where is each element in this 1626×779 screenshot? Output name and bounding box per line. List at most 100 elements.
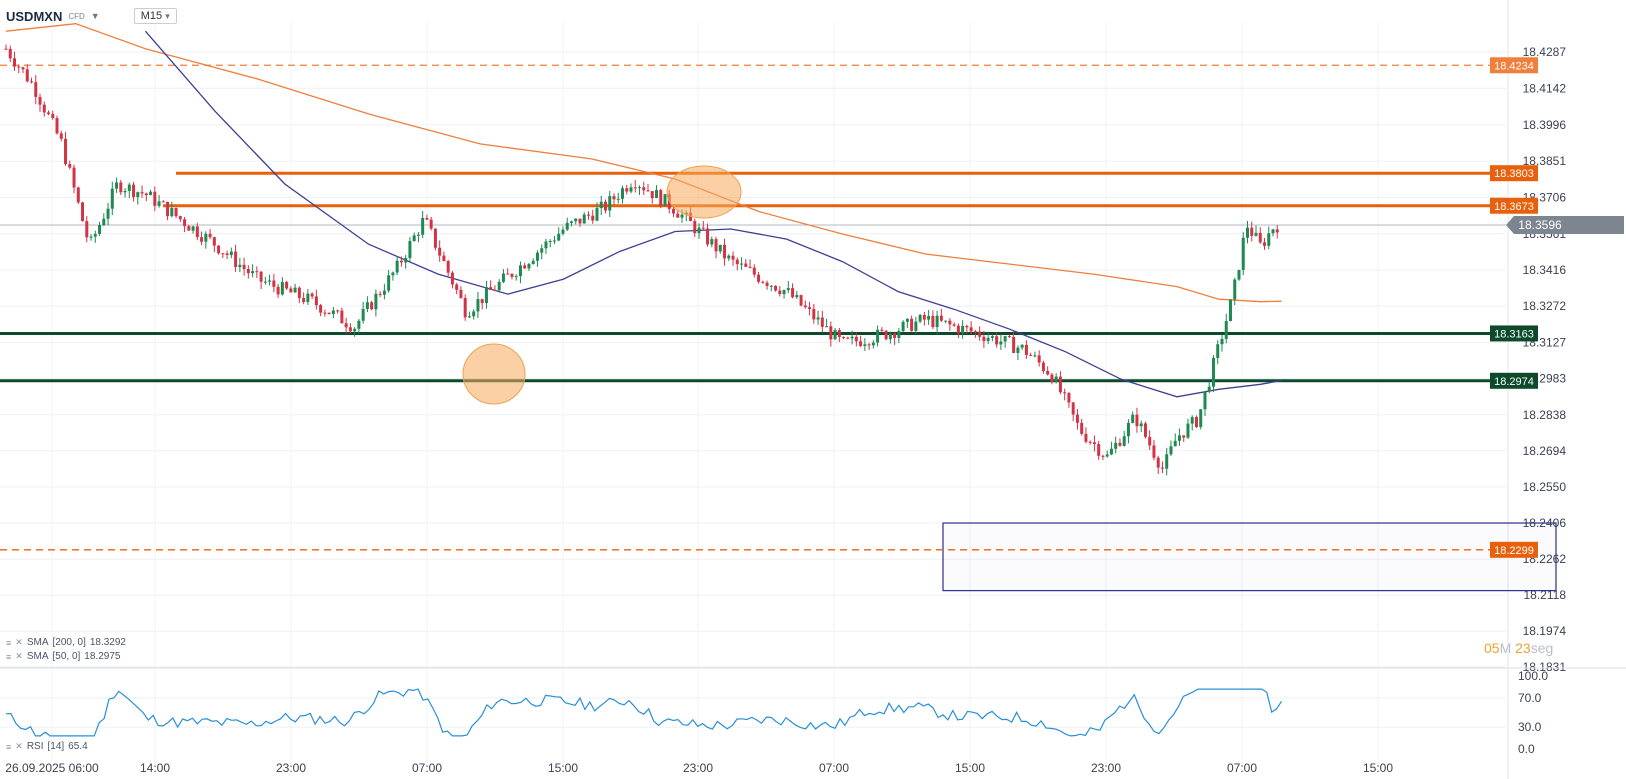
candle-body [710,239,714,245]
candle-body [616,198,620,200]
candle-body [140,192,144,194]
candle-body [506,273,510,275]
candle-body [302,297,306,303]
candle-body [986,337,990,341]
candle-body [285,282,289,289]
candle-body [961,325,965,334]
candle-body [178,216,182,220]
candle-body [127,184,131,191]
sma50-value: 18.2975 [84,651,121,662]
candle-body [25,69,29,82]
candle-body [1216,344,1220,358]
candle-body [1126,422,1130,437]
candle-body [603,201,607,211]
settings-icon[interactable]: ≡ [6,637,12,648]
candle-body [608,196,612,211]
candle-body [1131,414,1135,423]
candle-body [655,190,659,199]
y-tick-label: 18.2694 [1523,444,1567,458]
candle-body [412,235,416,242]
candle-body [765,282,769,287]
candle-body [876,329,880,343]
candle-body [914,321,918,331]
sma200-legend[interactable]: ≡ ✕ SMA [200, 0] 18.3292 [6,637,126,648]
candle-body [1080,422,1084,434]
y-tick-label: 18.3996 [1523,118,1567,132]
candle-body [1207,386,1211,392]
candle-body [799,295,803,306]
candle-body [1245,227,1249,238]
candle-body [935,315,939,328]
candle-body [918,314,922,322]
symbol-name[interactable]: USDMXN [6,8,63,24]
rsi-line [5,688,1283,737]
candle-body [229,251,233,256]
candle-body [132,184,136,198]
candle-body [905,318,909,322]
candle-body [200,237,204,242]
candle-body [1182,435,1186,438]
candle-body [565,222,569,230]
candle-body [497,281,501,291]
candle-body [374,293,378,310]
candle-body [157,201,161,206]
candle-body [693,221,697,234]
close-icon[interactable]: ✕ [15,637,23,647]
rsi-legend[interactable]: ≡ ✕ RSI [14] 65.4 [6,741,88,752]
candle-body [110,188,114,209]
candle-body [995,336,999,345]
close-icon[interactable]: ✕ [15,651,23,661]
candle-body [735,259,739,265]
candle-body [723,244,727,259]
candle-body [421,217,425,235]
candle-body [212,237,216,246]
sma50-legend[interactable]: ≡ ✕ SMA [50, 0] 18.2975 [6,651,120,662]
x-tick-label: 07:00 [1227,761,1257,775]
y-tick-label: 18.3416 [1523,263,1567,277]
candle-body [1237,269,1241,280]
settings-icon[interactable]: ≡ [6,741,12,752]
sma50-label: SMA [26,651,49,662]
candle-body [978,331,982,337]
timeframe-select[interactable]: M15 ▾ [133,8,177,24]
candle-body [1241,237,1245,270]
x-tick-label: 23:00 [276,761,306,775]
candle-body [1224,321,1228,339]
candle-body [1007,336,1011,338]
candle-body [119,182,123,193]
candle-body [450,272,454,285]
x-tick-label: 26.09.2025 06:00 [5,761,99,775]
symbol-dropdown-icon[interactable]: ▼ [90,11,100,21]
resistance-touch-marker [666,165,742,219]
candle-body [863,344,867,346]
y-tick-label: 18.2838 [1523,408,1567,422]
candle-body [442,255,446,262]
last-price-label: 18.3596 [1518,218,1562,232]
close-icon[interactable]: ✕ [15,741,23,751]
candle-body [1092,442,1096,445]
candle-body [234,251,238,267]
candle-body [1177,435,1181,441]
candle-body [591,215,595,221]
settings-icon[interactable]: ≡ [6,651,12,662]
candle-body [620,188,624,199]
candle-body [1109,448,1113,455]
candle-body [761,281,765,283]
candle-body [786,288,790,291]
y-tick-label: 18.1831 [1523,660,1567,674]
level-tag-label: 18.2974 [1494,376,1534,388]
level-tag [1490,165,1538,182]
timer-seconds: 23 [1515,640,1531,656]
candle-body [30,81,34,83]
instrument-type: CFD [68,11,85,21]
candle-body [47,112,51,114]
candle-body [1041,362,1045,371]
candle-body [697,227,701,234]
candle-body [586,214,590,216]
level-tag-label: 18.4234 [1494,60,1534,72]
candle-body [72,167,76,188]
candle-body [569,221,573,223]
sma200-line [5,23,1282,303]
